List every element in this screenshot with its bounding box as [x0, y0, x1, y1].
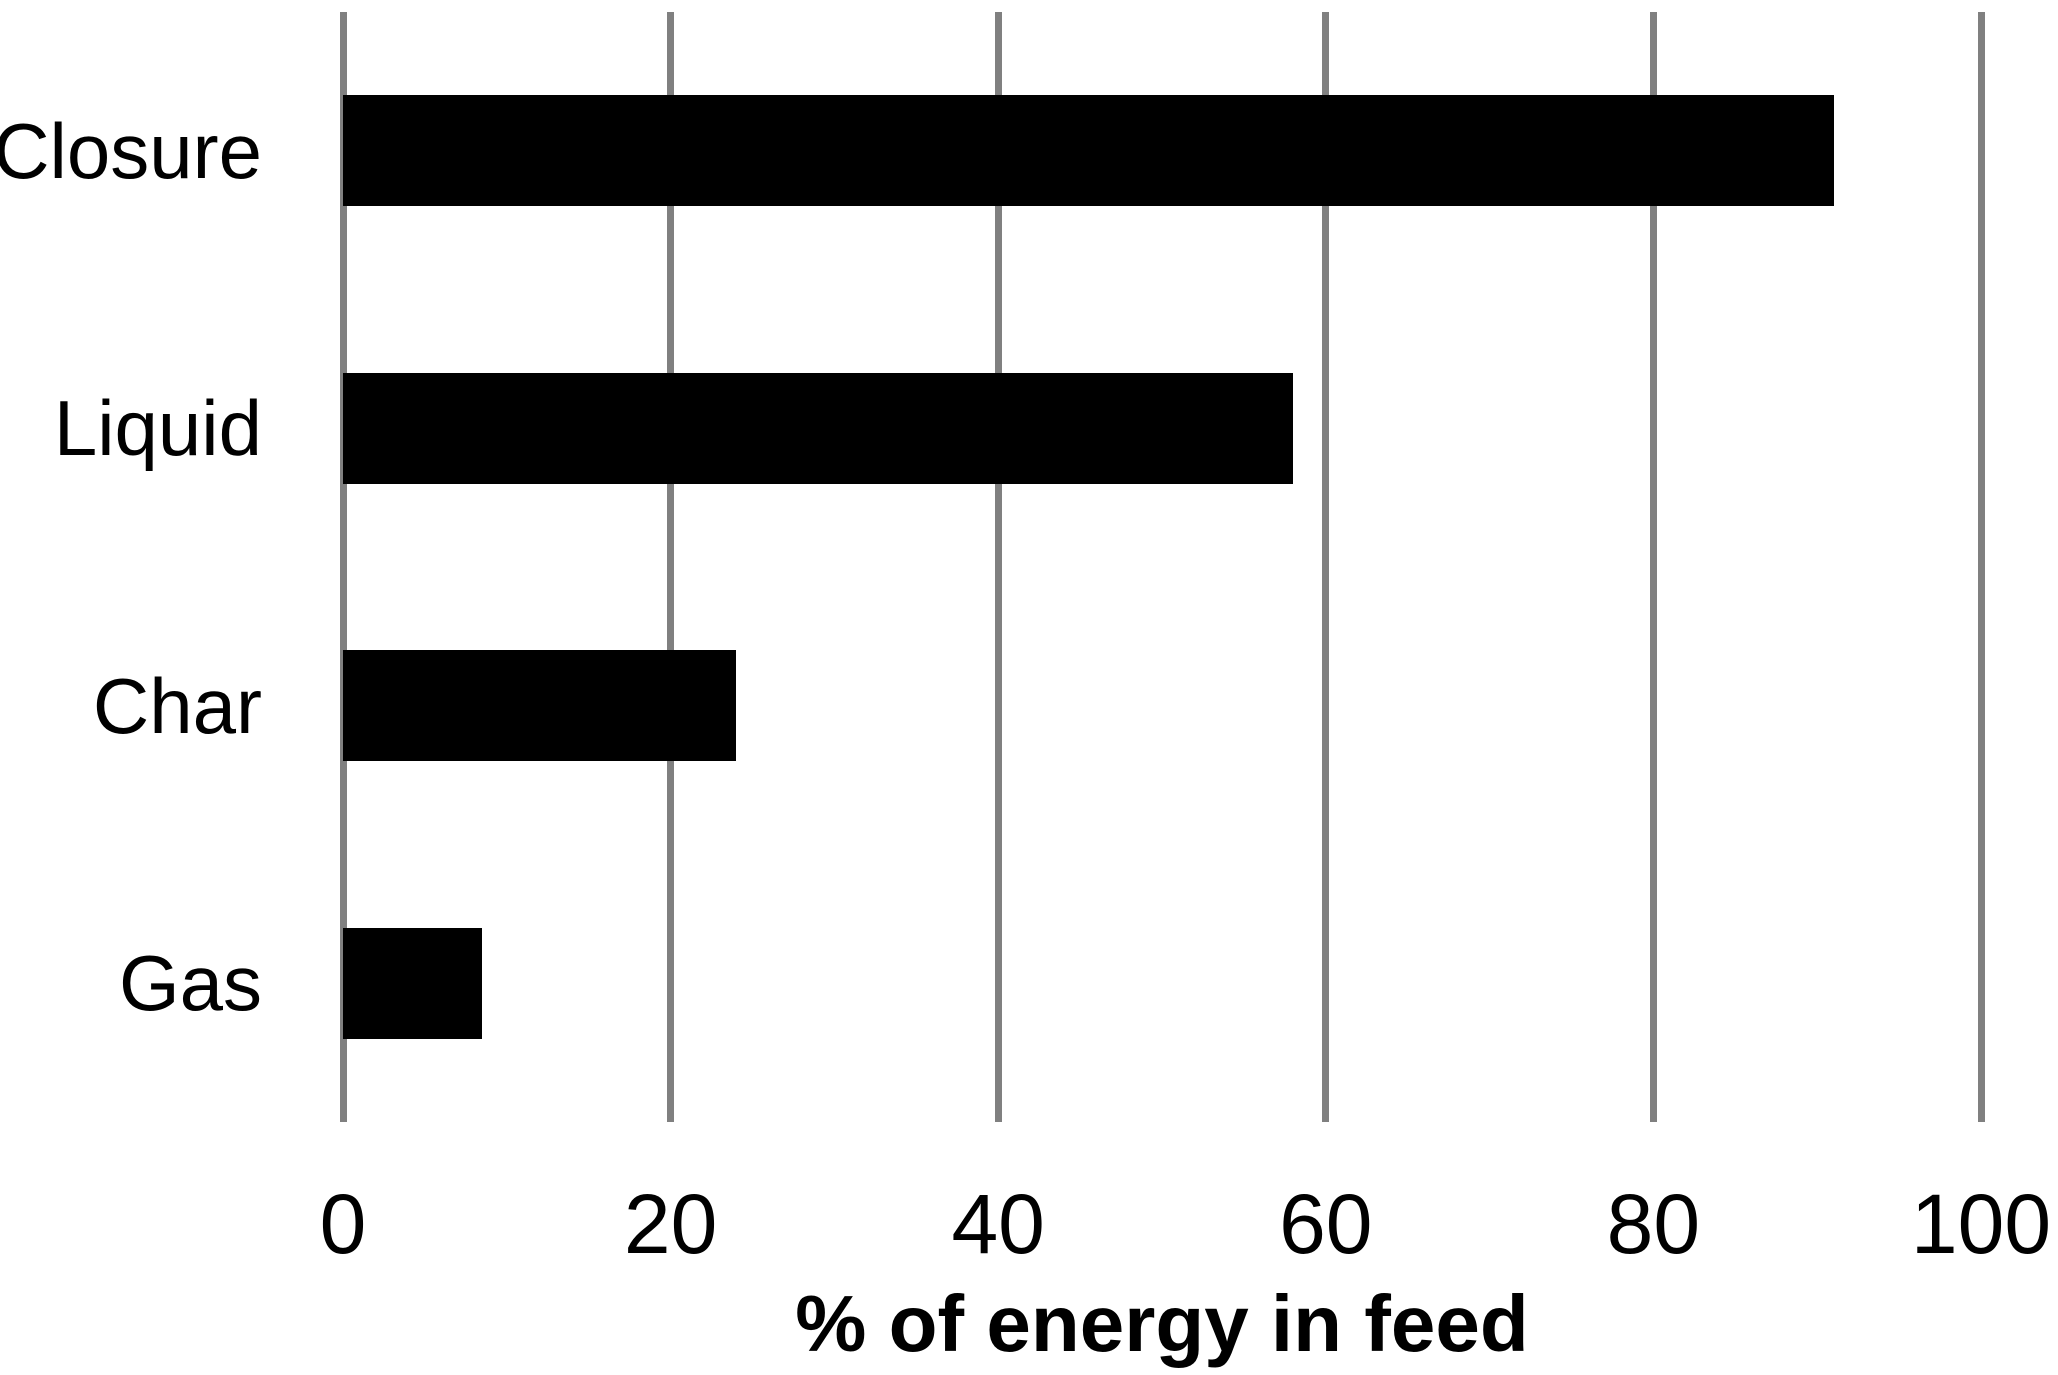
- gridline-20: [667, 12, 675, 1122]
- bar-gas: [343, 927, 483, 1039]
- category-label-char: Char: [92, 661, 262, 750]
- gridline-80: [1649, 12, 1657, 1122]
- gridline-60: [1322, 12, 1330, 1122]
- gridline-0: [339, 12, 347, 1122]
- bar-closure: [343, 95, 1834, 207]
- x-axis-title: % of energy in feed: [795, 1279, 1529, 1368]
- category-label-gas: Gas: [118, 939, 262, 1028]
- category-label-liquid: Liquid: [53, 384, 262, 473]
- tick-label-0: 0: [319, 1177, 367, 1271]
- bar-char: [343, 650, 737, 762]
- gridline-100: [1977, 12, 1985, 1122]
- category-label-closure: Closure: [0, 106, 262, 195]
- tick-label-60: 60: [1279, 1177, 1373, 1271]
- tick-label-80: 80: [1606, 1177, 1701, 1271]
- tick-label-100: 100: [1910, 1177, 2052, 1271]
- gridline-40: [994, 12, 1002, 1122]
- bar-liquid: [343, 372, 1294, 484]
- tick-label-40: 40: [951, 1177, 1045, 1271]
- tick-label-20: 20: [623, 1177, 718, 1271]
